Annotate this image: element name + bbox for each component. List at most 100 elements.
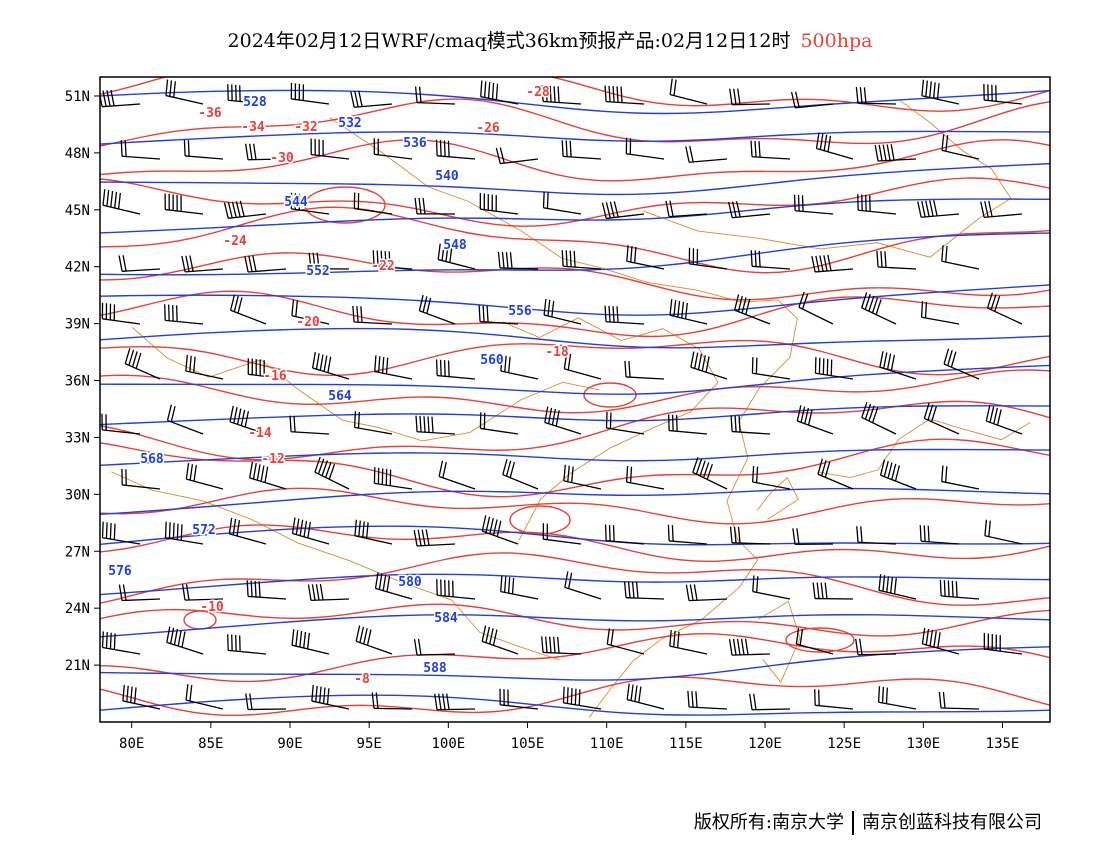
- wind-barb-feather: [507, 689, 509, 706]
- wind-barb-feather: [546, 523, 548, 540]
- wind-barb-feather: [373, 138, 375, 155]
- wind-barb-feather: [758, 141, 761, 158]
- temperature-contours: [100, 77, 1050, 717]
- wind-barb-feather: [113, 523, 116, 540]
- wind-barb-feather: [701, 355, 706, 372]
- wind-barb-feather: [438, 460, 444, 477]
- wind-barb-staff: [165, 537, 204, 545]
- wind-barb-feather: [373, 467, 376, 484]
- wind-barb-feather: [882, 575, 886, 592]
- wind-barb-staff: [987, 307, 1023, 325]
- height-contour-label: 588: [423, 661, 447, 676]
- wind-barb-staff: [500, 590, 539, 600]
- wind-barb-feather: [917, 201, 922, 218]
- height-contour: [100, 89, 1050, 115]
- wind-barb-staff: [228, 213, 267, 219]
- height-contour: [100, 284, 1050, 316]
- wind-barb-feather: [941, 245, 944, 262]
- wind-barb-feather: [101, 302, 104, 319]
- wind-barb: [307, 583, 350, 602]
- wind-barb-feather: [443, 140, 446, 157]
- wind-barb: [495, 147, 539, 165]
- wind-barb-feather: [999, 635, 1001, 652]
- wind-barb-feather: [681, 301, 685, 319]
- wind-barb-staff: [249, 477, 287, 490]
- wind-barb-feather: [729, 526, 733, 543]
- wind-barb-feather: [444, 579, 446, 597]
- wind-barb-staff: [165, 319, 204, 325]
- wind-barb-feather: [890, 354, 896, 372]
- wind-barb-feather: [435, 139, 438, 156]
- wind-barb: [479, 193, 519, 215]
- wind-barb: [227, 634, 267, 655]
- wind-barb-feather: [229, 294, 236, 311]
- wind-barb: [943, 348, 980, 380]
- wind-barb-feather: [994, 295, 1001, 312]
- wind-barb: [920, 301, 960, 325]
- height-contour-label: 572: [192, 523, 215, 538]
- wind-barb-feather: [418, 197, 422, 214]
- wind-barb-feather: [357, 193, 360, 210]
- wind-barb: [418, 294, 456, 325]
- wind-barb-feather: [566, 687, 569, 704]
- wind-barb-feather: [252, 463, 257, 480]
- wind-barb-feather: [106, 190, 110, 207]
- wind-barb: [247, 358, 287, 380]
- wind-barb-feather: [421, 529, 426, 546]
- wind-barb-feather: [382, 574, 387, 591]
- wind-barb-staff: [291, 431, 330, 435]
- wind-barb: [290, 82, 330, 105]
- wind-barb-staff: [185, 268, 224, 273]
- wind-barb-feather: [256, 464, 261, 481]
- wind-barb-feather: [438, 693, 442, 710]
- wind-barb-feather: [629, 138, 632, 155]
- wind-barb-feather: [601, 202, 607, 219]
- temperature-contour-label: -20: [296, 315, 320, 330]
- lat-tick-label: 30N: [65, 487, 90, 503]
- wind-barb-feather: [319, 686, 322, 703]
- wind-barb-staff: [124, 363, 161, 380]
- wind-barb-feather: [861, 194, 863, 211]
- wind-barb-feather: [991, 634, 993, 651]
- wind-barb-feather: [691, 691, 694, 708]
- wind-barb-staff: [669, 645, 708, 655]
- wind-barb-feather: [830, 359, 833, 376]
- wind-barb-staff: [499, 267, 539, 270]
- wind-barb-staff: [374, 370, 413, 380]
- wind-barb-staff: [689, 706, 728, 710]
- wind-barb-feather: [804, 407, 810, 424]
- wind-barb-feather: [118, 584, 123, 601]
- wind-barb-feather: [861, 401, 868, 418]
- wind-barb-staff: [102, 103, 141, 108]
- wind-barb-staff: [438, 475, 476, 490]
- wind-barb: [183, 139, 224, 160]
- wind-barb: [750, 250, 791, 270]
- wind-barb-feather: [302, 84, 305, 101]
- wind-barb: [921, 79, 960, 105]
- wind-barb: [311, 684, 350, 710]
- temperature-contour: [100, 177, 1050, 227]
- wind-barb-feather: [860, 526, 863, 543]
- wind-barb-feather: [253, 143, 257, 160]
- wind-barb-feather: [245, 693, 249, 710]
- wind-barb: [564, 571, 602, 600]
- wind-barb-staff: [752, 265, 791, 270]
- wind-barb-feather: [758, 250, 761, 267]
- wind-barb-feather: [237, 297, 243, 314]
- wind-barb-feather: [492, 519, 498, 536]
- wind-barb-feather: [820, 582, 824, 599]
- wind-barb-feather: [878, 144, 883, 161]
- wind-barb-feather: [125, 469, 127, 486]
- wind-barb-feather: [177, 630, 182, 647]
- wind-barb-feather: [941, 134, 945, 151]
- wind-barb-feather: [547, 407, 553, 424]
- wind-barb-staff: [314, 471, 350, 490]
- wind-barb: [101, 521, 141, 545]
- wind-barb: [626, 683, 665, 710]
- wind-barb: [921, 627, 960, 655]
- wind-barb: [606, 628, 645, 655]
- lon-tick-label: 80E: [119, 736, 144, 752]
- wind-barb: [543, 298, 582, 325]
- wind-barb-feather: [991, 84, 993, 101]
- wind-barb-staff: [606, 213, 645, 220]
